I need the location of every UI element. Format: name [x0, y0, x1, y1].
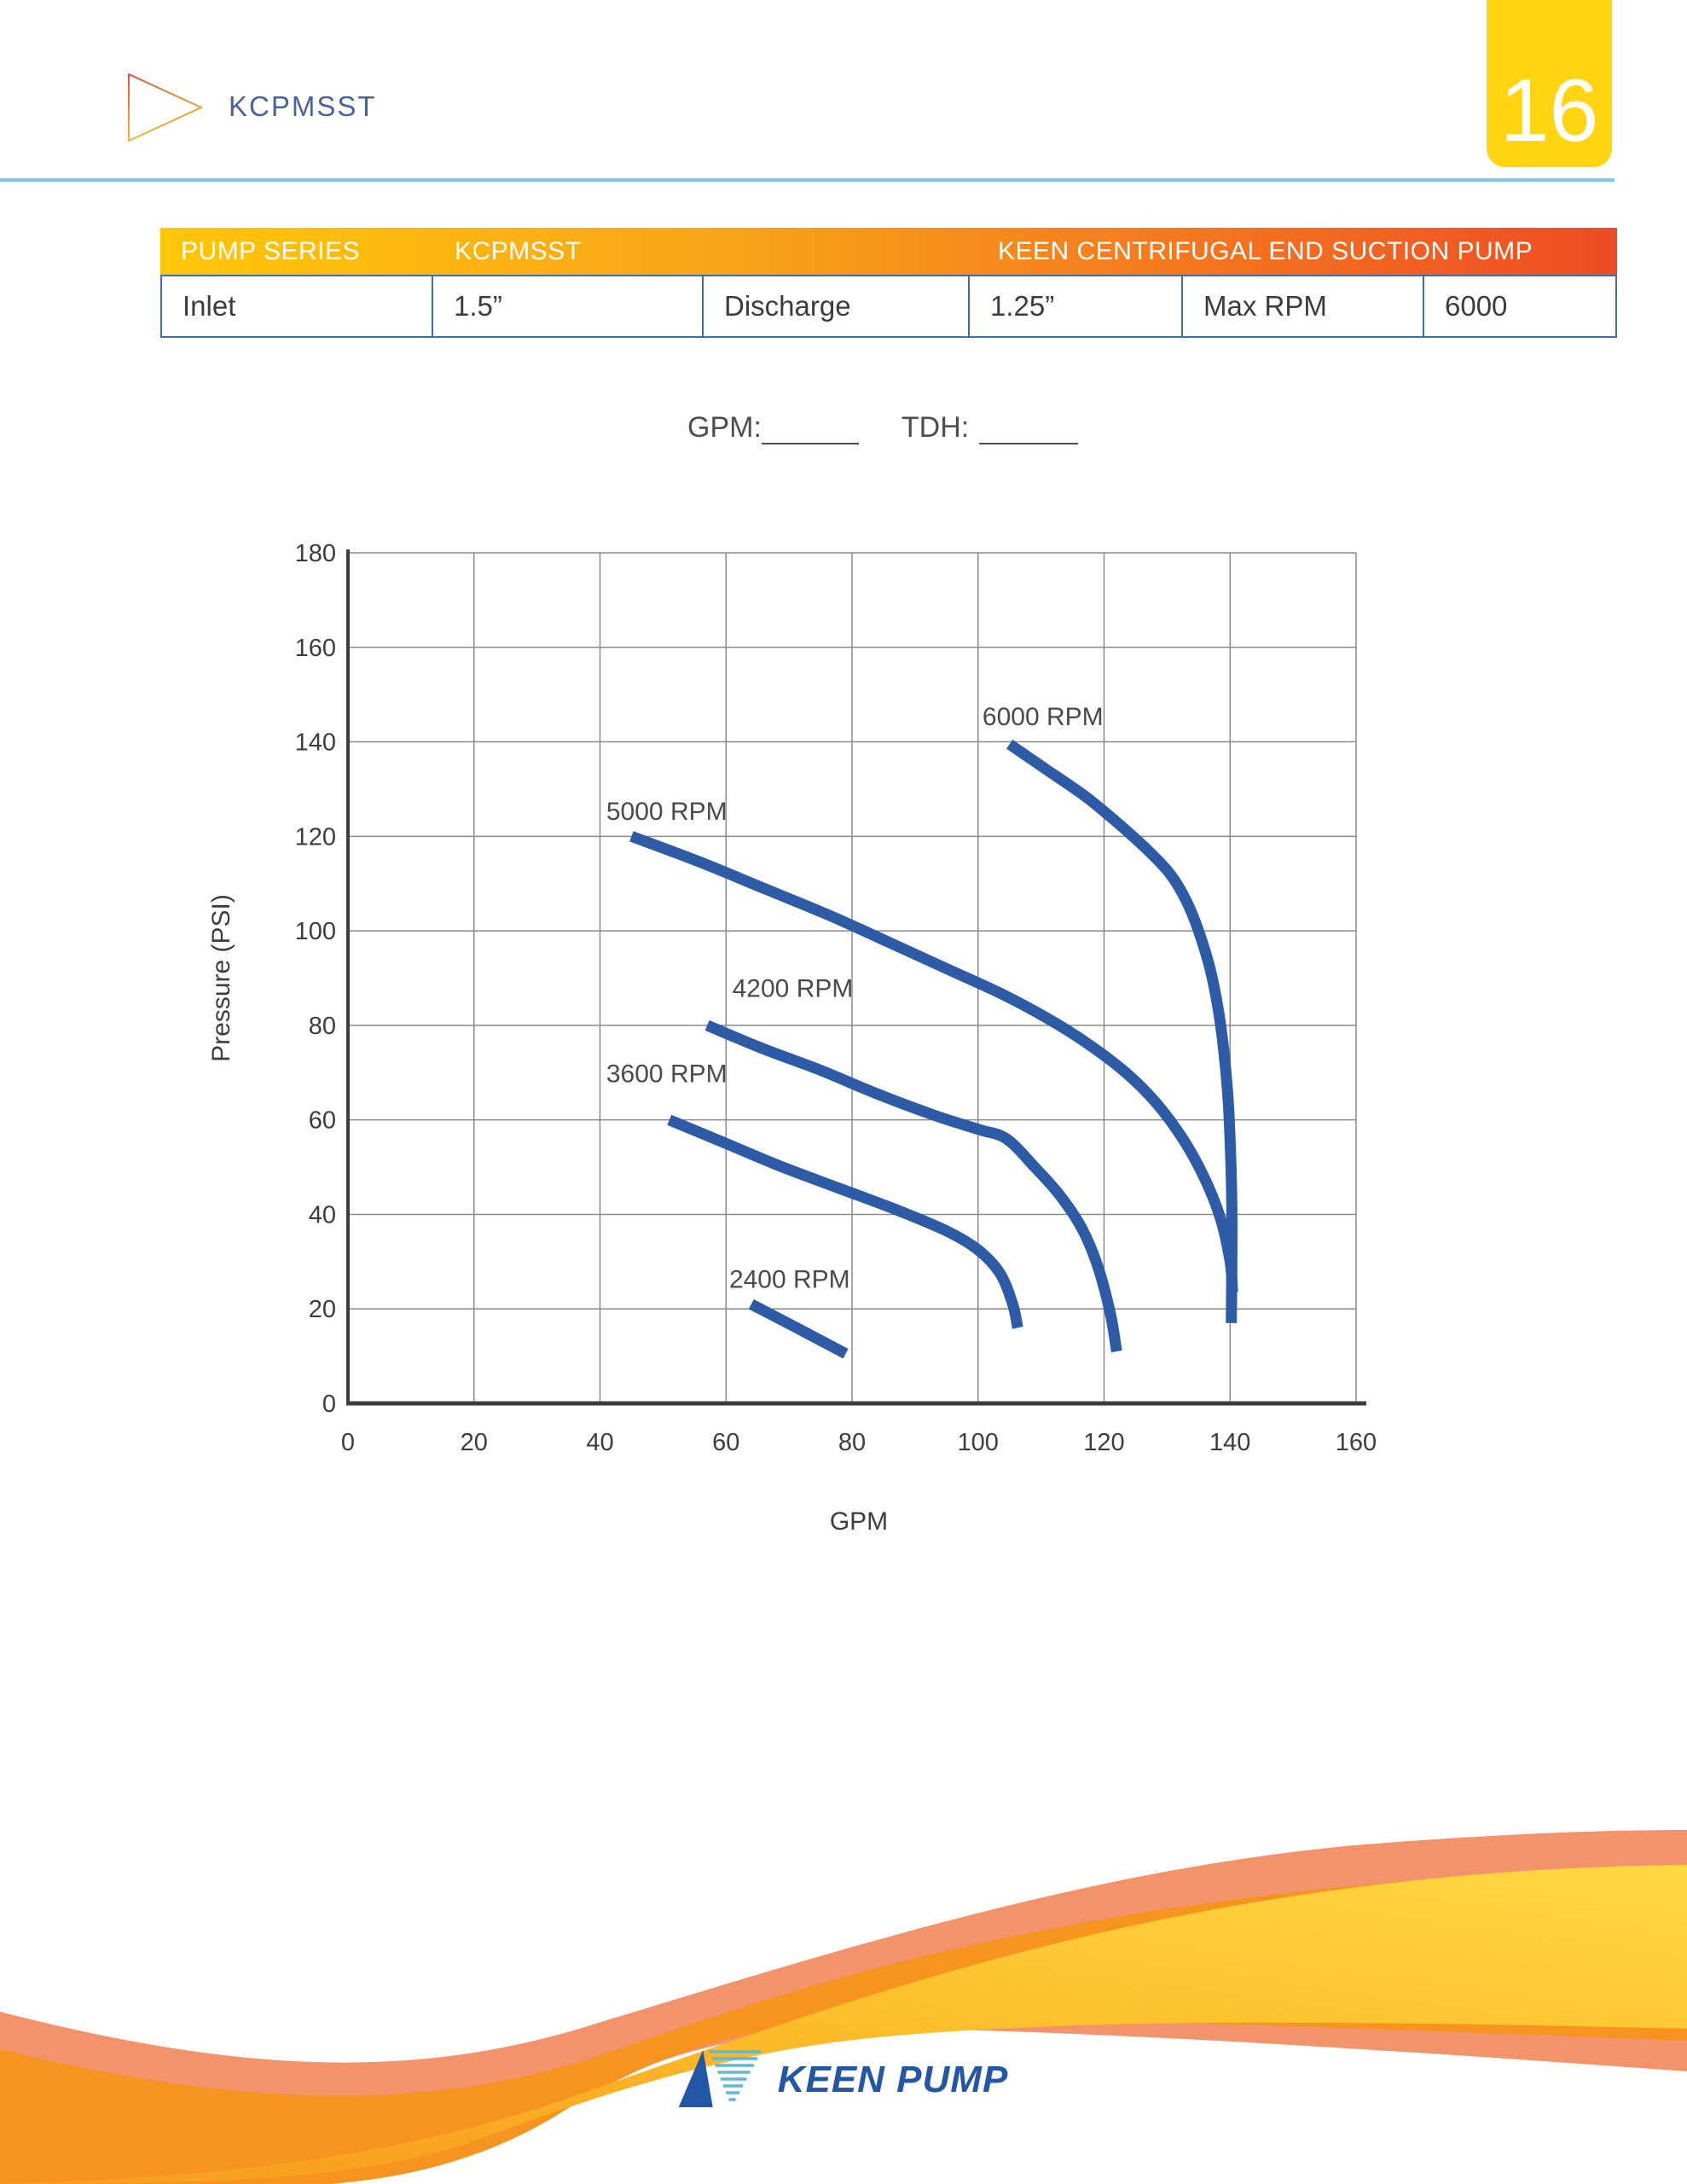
- y-tick-label: 120: [295, 823, 336, 851]
- x-tick-label: 80: [838, 1429, 866, 1456]
- x-tick-label: 160: [1336, 1429, 1377, 1456]
- brand-triangle-icon: [128, 73, 203, 142]
- curve-label-3600-rpm: 3600 RPM: [606, 1060, 728, 1088]
- x-tick-label: 60: [712, 1429, 739, 1456]
- y-tick-label: 180: [295, 540, 336, 567]
- spec-cell-inlet-value: 1.5”: [433, 276, 704, 336]
- page-number: 16: [1499, 61, 1599, 160]
- spec-cell-inlet-label: Inlet: [162, 276, 433, 336]
- x-tick-label: 0: [341, 1429, 355, 1456]
- curve-4200-rpm: [704, 1019, 1122, 1353]
- x-tick-label: 40: [586, 1429, 613, 1456]
- tdh-fillin-blank: [979, 414, 1079, 444]
- spec-table: PUMP SERIES KCPMSST KEEN CENTRIFUGAL END…: [160, 228, 1617, 338]
- curve-2400-rpm: [748, 1298, 849, 1359]
- y-tick-label: 160: [295, 635, 336, 662]
- x-tick-label: 20: [461, 1429, 488, 1456]
- page-number-tab: 16: [1487, 0, 1612, 167]
- logo-striped-triangle: [709, 2050, 762, 2101]
- curve-3600-rpm: [667, 1114, 1023, 1329]
- y-tick-label: 20: [309, 1296, 336, 1323]
- y-tick-label: 80: [309, 1013, 336, 1040]
- spec-cell-discharge-value: 1.25”: [970, 276, 1183, 336]
- curve-label-4200-rpm: 4200 RPM: [733, 975, 854, 1003]
- pump-curve-chart: 0 20 40 60 80 100 120 140 160 180 0 20 40 60 80 100 120 1…: [207, 540, 1377, 1536]
- curve-label-6000-rpm: 6000 RPM: [983, 703, 1104, 731]
- footer-brand: KEEN PUMP: [678, 2049, 1009, 2111]
- footer-wave-graphic: [0, 1830, 1687, 2184]
- spec-cell-discharge-label: Discharge: [704, 276, 970, 336]
- curve-label-5000-rpm: 5000 RPM: [606, 798, 728, 826]
- curve-6000-rpm: [1006, 739, 1238, 1323]
- page-title: KCPMSST: [229, 90, 377, 122]
- wave-band-yellow: [0, 1865, 1687, 2184]
- spec-cell-maxrpm-value: 6000: [1445, 290, 1508, 322]
- curve-label-2400-rpm: 2400 RPM: [729, 1265, 850, 1293]
- x-tick-label: 140: [1209, 1429, 1250, 1456]
- y-tick-label: 40: [309, 1201, 336, 1228]
- spec-header-pump-series: PUMP SERIES: [181, 236, 361, 265]
- spec-cell-maxrpm-label: Max RPM: [1183, 276, 1424, 336]
- x-axis-title: GPM: [830, 1507, 888, 1536]
- curve-5000-rpm: [629, 831, 1238, 1293]
- fill-in-line: GPM: TDH:: [687, 411, 1079, 444]
- header-rule: [0, 178, 1615, 182]
- spec-table-header: PUMP SERIES KCPMSST KEEN CENTRIFUGAL END…: [160, 228, 1617, 275]
- tdh-fillin-label: TDH:: [901, 411, 970, 444]
- logo-solid-triangle: [678, 2050, 713, 2107]
- spec-table-row: Inlet 1.5” Discharge 1.25” Max RPM 6000: [160, 275, 1617, 338]
- y-tick-label: 100: [295, 918, 336, 945]
- keen-pump-logo-icon: [678, 2050, 762, 2107]
- y-tick-label: 0: [322, 1391, 336, 1418]
- y-tick-label: 140: [295, 729, 336, 757]
- spec-header-pump-type: KEEN CENTRIFUGAL END SUCTION PUMP: [998, 236, 1533, 265]
- spec-header-series-value: KCPMSST: [455, 236, 582, 265]
- y-axis-title: Pressure (PSI): [207, 894, 235, 1062]
- y-tick-label: 60: [309, 1107, 336, 1135]
- x-tick-label: 100: [958, 1429, 999, 1456]
- gpm-fillin-label: GPM:: [687, 411, 762, 444]
- brand-wordmark: KEEN PUMP: [777, 2059, 1009, 2100]
- gpm-fillin-blank: [761, 414, 859, 444]
- x-tick-label: 120: [1083, 1429, 1124, 1456]
